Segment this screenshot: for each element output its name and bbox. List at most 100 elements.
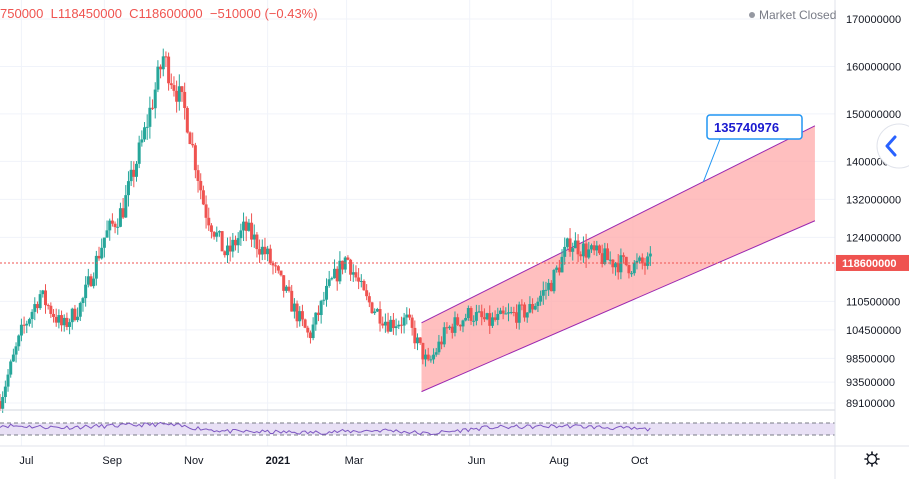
- candle-body: [600, 253, 604, 264]
- candle-body: [536, 301, 540, 306]
- candle-body: [27, 319, 31, 324]
- candle: [608, 251, 612, 265]
- candle: [105, 220, 109, 238]
- candle-body: [445, 327, 449, 329]
- candle: [84, 276, 88, 307]
- candle: [116, 218, 120, 235]
- candle-body: [255, 234, 259, 250]
- scroll-nav-button[interactable]: [876, 123, 909, 169]
- candle: [225, 237, 229, 264]
- candle-body: [407, 314, 411, 318]
- candle: [19, 318, 23, 342]
- candle-body: [383, 321, 387, 326]
- candle-body: [357, 277, 361, 282]
- candle: [635, 253, 639, 270]
- candle-body: [308, 332, 312, 339]
- chevron-left-icon: [885, 135, 897, 157]
- candle: [180, 85, 184, 102]
- candle: [573, 232, 577, 249]
- gear-icon[interactable]: [864, 451, 880, 467]
- candle-body: [413, 327, 417, 344]
- price-callout[interactable]: 135740976: [706, 114, 803, 140]
- candle-body: [236, 238, 240, 246]
- candle: [450, 323, 454, 339]
- price-tick-label: 132000000: [846, 194, 901, 206]
- candle: [375, 307, 379, 313]
- candle: [442, 322, 446, 348]
- candle: [490, 312, 494, 328]
- candle-body: [38, 294, 42, 309]
- candle: [46, 303, 50, 310]
- candle-body: [49, 305, 53, 314]
- time-tick-label: Jun: [468, 455, 486, 467]
- candle: [576, 234, 580, 263]
- candle-body: [121, 208, 125, 218]
- candle-body: [60, 315, 64, 326]
- last-price-label: 118600000: [836, 254, 909, 271]
- candle: [236, 232, 240, 253]
- candle-body: [250, 222, 254, 240]
- candle: [129, 160, 133, 186]
- candle: [448, 325, 452, 330]
- price-axis[interactable]: 1700000001600000001500000001400000001320…: [846, 14, 901, 410]
- candle: [81, 296, 85, 312]
- candle-body: [349, 259, 353, 275]
- candle: [108, 218, 112, 241]
- candle: [314, 312, 318, 331]
- candle-body: [268, 248, 272, 264]
- candle: [362, 279, 366, 291]
- candle-body: [129, 169, 133, 182]
- candle: [330, 276, 334, 281]
- ohlc-legend: 750000 L118450000 C118600000 −510000 (−0…: [0, 6, 318, 21]
- candle: [35, 301, 39, 314]
- candle: [606, 243, 610, 261]
- candle: [533, 303, 537, 311]
- candle-body: [76, 316, 80, 321]
- candle-body: [180, 86, 184, 92]
- candle: [327, 270, 331, 288]
- candle: [143, 122, 147, 142]
- candle-body: [303, 319, 307, 328]
- candle-body: [619, 255, 623, 273]
- candle-body: [333, 268, 337, 279]
- candle-body: [207, 217, 211, 226]
- candle-body: [228, 245, 232, 252]
- candle-body: [132, 169, 136, 177]
- candle-body: [552, 269, 556, 292]
- candle-body: [630, 273, 634, 275]
- candle-body: [405, 314, 409, 318]
- candle: [437, 334, 441, 355]
- candle: [263, 237, 267, 260]
- candle: [52, 309, 56, 323]
- candle-body: [19, 324, 23, 336]
- candle: [76, 307, 80, 323]
- candle-body: [509, 312, 513, 314]
- callout-value: 135740976: [714, 120, 779, 135]
- price-tick-label: 89100000: [846, 398, 895, 410]
- time-axis[interactable]: Jul Sep Nov 2021 Mar Jun Aug Oct: [19, 455, 648, 467]
- candle-body: [126, 181, 130, 196]
- candle: [185, 106, 189, 134]
- candle: [49, 302, 53, 318]
- candle-body: [544, 289, 548, 291]
- candle: [592, 240, 596, 256]
- candle-body: [568, 238, 572, 252]
- candle-body: [477, 311, 481, 313]
- candle-body: [1, 397, 5, 409]
- candle: [469, 306, 473, 325]
- candle-body: [86, 276, 90, 285]
- candle: [199, 173, 203, 200]
- candle-body: [35, 304, 39, 309]
- candle: [274, 262, 278, 273]
- trend-channel-upper-line[interactable]: [421, 125, 816, 324]
- candle-body: [140, 139, 144, 143]
- candle-body: [611, 259, 615, 268]
- trend-channel-lower-line[interactable]: [421, 220, 816, 393]
- candle-body: [464, 317, 468, 321]
- candle-body: [581, 243, 585, 257]
- candle-body: [354, 272, 358, 278]
- candle: [62, 314, 66, 332]
- time-tick-label: 2021: [266, 455, 290, 467]
- candle: [201, 185, 205, 206]
